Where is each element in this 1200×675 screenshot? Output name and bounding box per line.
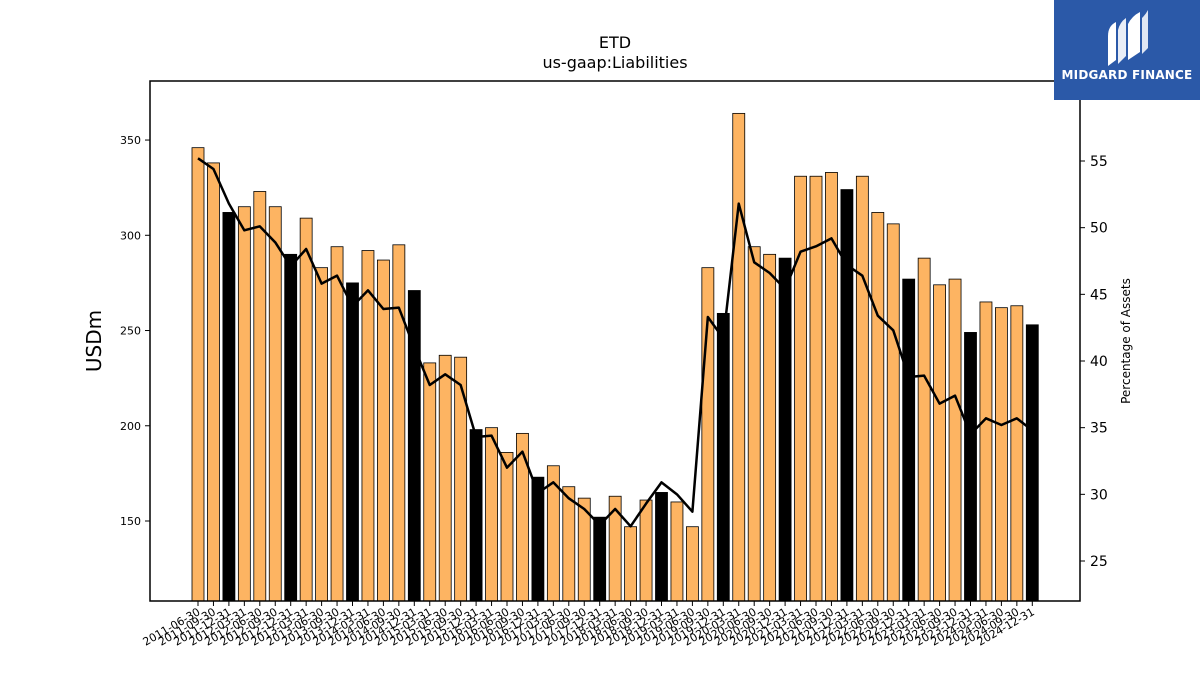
y2-tick-label: 35 — [1090, 421, 1108, 437]
y2-axis-label: Percentage of Assets — [1119, 278, 1133, 404]
y-tick-label: 250 — [120, 325, 141, 338]
bar-2021-09-30 — [825, 172, 838, 602]
bar-2017-06-30 — [562, 486, 576, 602]
company-logo: MIDGARD FINANCE — [1054, 0, 1200, 100]
y-tick-label: 300 — [120, 229, 141, 242]
bar-2024-09-30 — [1010, 305, 1024, 602]
bar-2013-09-30 — [330, 246, 344, 602]
bar-2022-09-30 — [886, 223, 900, 602]
bar-2022-03-31 — [855, 175, 869, 602]
bar-2015-12-31 — [469, 429, 483, 602]
bar-2021-03-31 — [794, 175, 807, 602]
bar-2011-12-31 — [222, 212, 236, 602]
bar-2024-12-31 — [1025, 324, 1039, 602]
bars-layer — [191, 112, 1039, 602]
y-tick-label: 350 — [120, 134, 141, 147]
chart-subtitle: us-gaap:Liabilities — [542, 53, 687, 72]
logo-text: MIDGARD FINANCE — [1061, 68, 1193, 82]
bar-2024-03-31 — [979, 301, 993, 602]
bar-2012-09-30 — [268, 206, 282, 602]
bar-2019-03-31 — [670, 501, 684, 602]
bar-2012-03-31 — [237, 206, 251, 602]
bar-2017-12-31 — [593, 516, 607, 602]
bar-2019-06-30 — [686, 526, 699, 602]
y2-tick-label: 50 — [1090, 221, 1108, 237]
bar-2016-06-30 — [500, 452, 514, 602]
bar-2023-09-30 — [948, 278, 962, 602]
bar-2012-12-31 — [284, 253, 298, 602]
bar-2024-06-30 — [995, 307, 1008, 602]
bar-2016-03-31 — [485, 427, 498, 602]
y2-tick-label: 25 — [1090, 554, 1108, 570]
bar-2014-06-30 — [376, 259, 390, 602]
bar-2011-09-30 — [207, 162, 220, 602]
bar-2013-12-31 — [346, 282, 359, 602]
y2-tick-label: 55 — [1090, 154, 1108, 170]
bar-2022-06-30 — [871, 212, 885, 602]
bar-2018-09-30 — [639, 499, 653, 602]
line-layer — [197, 157, 1034, 528]
bar-2023-06-30 — [933, 284, 946, 602]
bar-2014-09-30 — [392, 244, 406, 602]
y2-tick-label: 30 — [1090, 487, 1108, 503]
y-tick-label: 150 — [120, 515, 141, 528]
bar-2023-03-31 — [917, 257, 931, 602]
bar-2012-06-30 — [253, 191, 267, 602]
y-tick-label: 200 — [120, 420, 141, 433]
bar-2020-12-31 — [778, 257, 792, 602]
left-axis: 150 200 250 300 350 — [120, 134, 150, 528]
bar-2022-12-31 — [902, 278, 916, 602]
bar-2018-06-30 — [624, 526, 637, 602]
bar-2018-12-31 — [655, 492, 668, 602]
bar-2016-09-30 — [516, 432, 529, 602]
bar-2021-12-31 — [840, 189, 854, 602]
bar-2019-12-31 — [716, 312, 730, 602]
bar-2013-06-30 — [315, 267, 329, 602]
bar-2011-06-30 — [191, 147, 205, 602]
x-axis: 2011-06-302011-09-302011-12-312012-03-31… — [141, 601, 1037, 649]
y2-tick-label: 45 — [1090, 287, 1108, 303]
bar-2020-06-30 — [747, 246, 761, 602]
right-axis: 25 30 35 40 45 50 55 — [1080, 154, 1108, 570]
midgard-logo-icon — [1108, 10, 1148, 66]
y-axis-label: USDm — [82, 310, 106, 372]
bar-2023-12-31 — [964, 332, 977, 602]
bar-2021-06-30 — [809, 175, 823, 602]
y2-tick-label: 40 — [1090, 354, 1108, 370]
bar-2020-09-30 — [763, 253, 777, 602]
percentage-line — [197, 157, 1034, 528]
bar-2015-06-30 — [438, 354, 452, 602]
bar-2015-09-30 — [454, 356, 468, 602]
bar-2015-03-31 — [423, 362, 437, 602]
bar-2020-03-31 — [732, 112, 746, 602]
bar-2013-03-31 — [299, 217, 313, 602]
chart-title: ETD — [599, 33, 631, 52]
bar-2016-12-31 — [531, 476, 545, 602]
bar-2014-03-31 — [361, 250, 375, 602]
